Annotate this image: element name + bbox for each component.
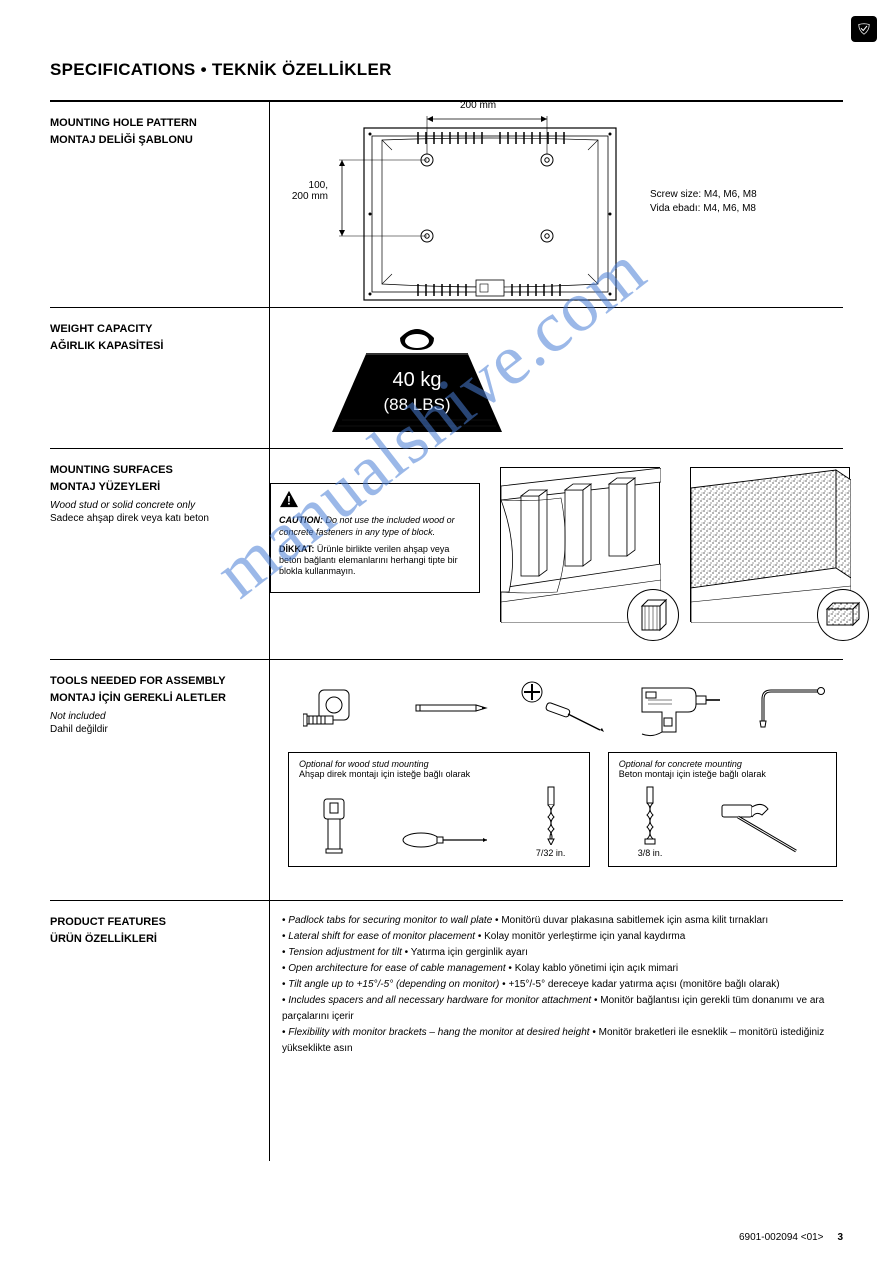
wood-stud-wall-diagram [500,467,660,622]
features-label-tr: ÜRÜN ÖZELLİKLERİ [50,932,257,947]
drill-bit-wood-label: 7/32 in. [536,848,566,858]
mounting-label-tr: MONTAJ DELİĞİ ŞABLONU [50,133,257,148]
screw-size-note: Screw size: M4, M6, M8 Vida ebadı: M4, M… [650,188,757,216]
power-drill-icon [632,678,722,738]
feature-list: • Padlock tabs for securing monitor to w… [282,913,843,1057]
pencil-icon [403,678,493,738]
row-mounting-surfaces: MOUNTING SURFACES MONTAJ YÜZEYLERİ Wood … [50,448,843,659]
tools-sub-en: Not included [50,710,257,723]
page-title: SPECIFICATIONS • TEKNİK ÖZELLİKLER [50,0,843,100]
opt-concrete-title-tr: Beton montajı için isteğe bağlı olarak [619,769,826,779]
caution-heading-tr: DİKKAT: [279,544,314,554]
tv-back-diagram [322,114,632,309]
tools-label-en: TOOLS NEEDED FOR ASSEMBLY [50,674,257,689]
opt-wood-title-en: Optional for wood stud mounting [299,759,579,769]
row-product-features: PRODUCT FEATURES ÜRÜN ÖZELLİKLERİ • Padl… [50,900,843,1161]
masonry-bit-label: 3/8 in. [637,848,663,858]
feature-item: • Padlock tabs for securing monitor to w… [282,913,843,929]
surfaces-sub-tr: Sadece ahşap direk veya katı beton [50,512,257,525]
row-tools-needed: TOOLS NEEDED FOR ASSEMBLY MONTAJ İÇİN GE… [50,659,843,900]
masonry-bit-icon: 3/8 in. [637,785,663,858]
hammer-icon [718,799,808,858]
row-mounting-pattern: MOUNTING HOLE PATTERN MONTAJ DELİĞİ ŞABL… [50,101,843,307]
dim-left-label: 100, 200 mm [290,180,328,202]
concrete-block-icon [817,589,869,641]
warning-triangle-icon: ! [279,490,299,508]
caution-box: ! CAUTION: Do not use the included wood … [270,483,480,593]
safety-emblem-icon [855,22,873,36]
stud-finder-icon [312,795,356,858]
weight-label-en: WEIGHT CAPACITY [50,322,257,337]
weight-icon: 40 kg (88 LBS) [322,320,512,440]
feature-item: • Flexibility with monitor brackets – ha… [282,1025,843,1057]
hex-key-icon [747,678,837,738]
drill-bit-wood-icon: 7/32 in. [536,785,566,858]
concrete-wall-diagram [690,467,850,622]
feature-item: • Tilt angle up to +15°/-5° (depending o… [282,977,843,993]
feature-item: • Lateral shift for ease of monitor plac… [282,929,843,945]
opt-wood-title-tr: Ahşap direk montajı için isteğe bağlı ol… [299,769,579,779]
surfaces-label-tr: MONTAJ YÜZEYLERİ [50,480,257,495]
weight-kg-text: 40 kg [393,369,442,391]
svg-text:!: ! [287,494,291,507]
weight-lbs-text: (88 LBS) [383,395,450,414]
surfaces-label-en: MOUNTING SURFACES [50,463,257,478]
wood-end-grain-icon [627,589,679,641]
surfaces-sub-en: Wood stud or solid concrete only [50,499,257,512]
opt-concrete-title-en: Optional for concrete mounting [619,759,826,769]
features-label-en: PRODUCT FEATURES [50,915,257,930]
row-weight-capacity: WEIGHT CAPACITY AĞIRLIK KAPASİTESİ 40 kg… [50,307,843,448]
feature-item: • Tension adjustment for tilt • Yatırma … [282,945,843,961]
weight-label-tr: AĞIRLIK KAPASİTESİ [50,339,257,354]
caution-heading-en: CAUTION: [279,515,323,525]
dim-top-label: 200 mm [460,100,496,111]
page-footer: 6901-002094 <01> 3 [739,1232,843,1243]
tools-label-tr: MONTAJ İÇİN GEREKLİ ALETLER [50,691,257,706]
page-number: 3 [837,1232,843,1243]
optional-wood-box: Optional for wood stud mounting Ahşap di… [288,752,590,867]
phillips-screwdriver-icon [518,678,608,738]
optional-concrete-box: Optional for concrete mounting Beton mon… [608,752,837,867]
mounting-label-en: MOUNTING HOLE PATTERN [50,116,257,131]
doc-ref: 6901-002094 <01> [739,1232,824,1243]
tools-sub-tr: Dahil değildir [50,723,257,736]
language-badge [851,16,877,42]
feature-item: • Open architecture for ease of cable ma… [282,961,843,977]
feature-item: • Includes spacers and all necessary har… [282,993,843,1025]
tape-measure-icon [288,678,378,738]
awl-icon [401,825,491,858]
